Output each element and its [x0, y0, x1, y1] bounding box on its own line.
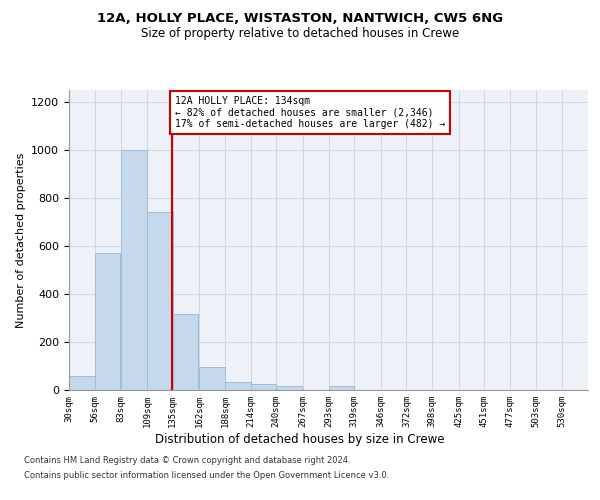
Bar	[147, 212, 173, 390]
Bar	[173, 314, 198, 390]
Bar	[95, 253, 121, 390]
Text: Contains public sector information licensed under the Open Government Licence v3: Contains public sector information licen…	[24, 471, 389, 480]
Text: Size of property relative to detached houses in Crewe: Size of property relative to detached ho…	[141, 28, 459, 40]
Text: 12A, HOLLY PLACE, WISTASTON, NANTWICH, CW5 6NG: 12A, HOLLY PLACE, WISTASTON, NANTWICH, C…	[97, 12, 503, 26]
Y-axis label: Number of detached properties: Number of detached properties	[16, 152, 26, 328]
Text: Distribution of detached houses by size in Crewe: Distribution of detached houses by size …	[155, 432, 445, 446]
Bar	[276, 386, 302, 390]
Bar	[69, 376, 95, 390]
Bar	[251, 384, 276, 390]
Bar	[329, 386, 354, 390]
Text: 12A HOLLY PLACE: 134sqm
← 82% of detached houses are smaller (2,346)
17% of semi: 12A HOLLY PLACE: 134sqm ← 82% of detache…	[175, 96, 445, 130]
Bar	[121, 150, 147, 390]
Bar	[225, 382, 251, 390]
Text: Contains HM Land Registry data © Crown copyright and database right 2024.: Contains HM Land Registry data © Crown c…	[24, 456, 350, 465]
Bar	[199, 367, 225, 390]
